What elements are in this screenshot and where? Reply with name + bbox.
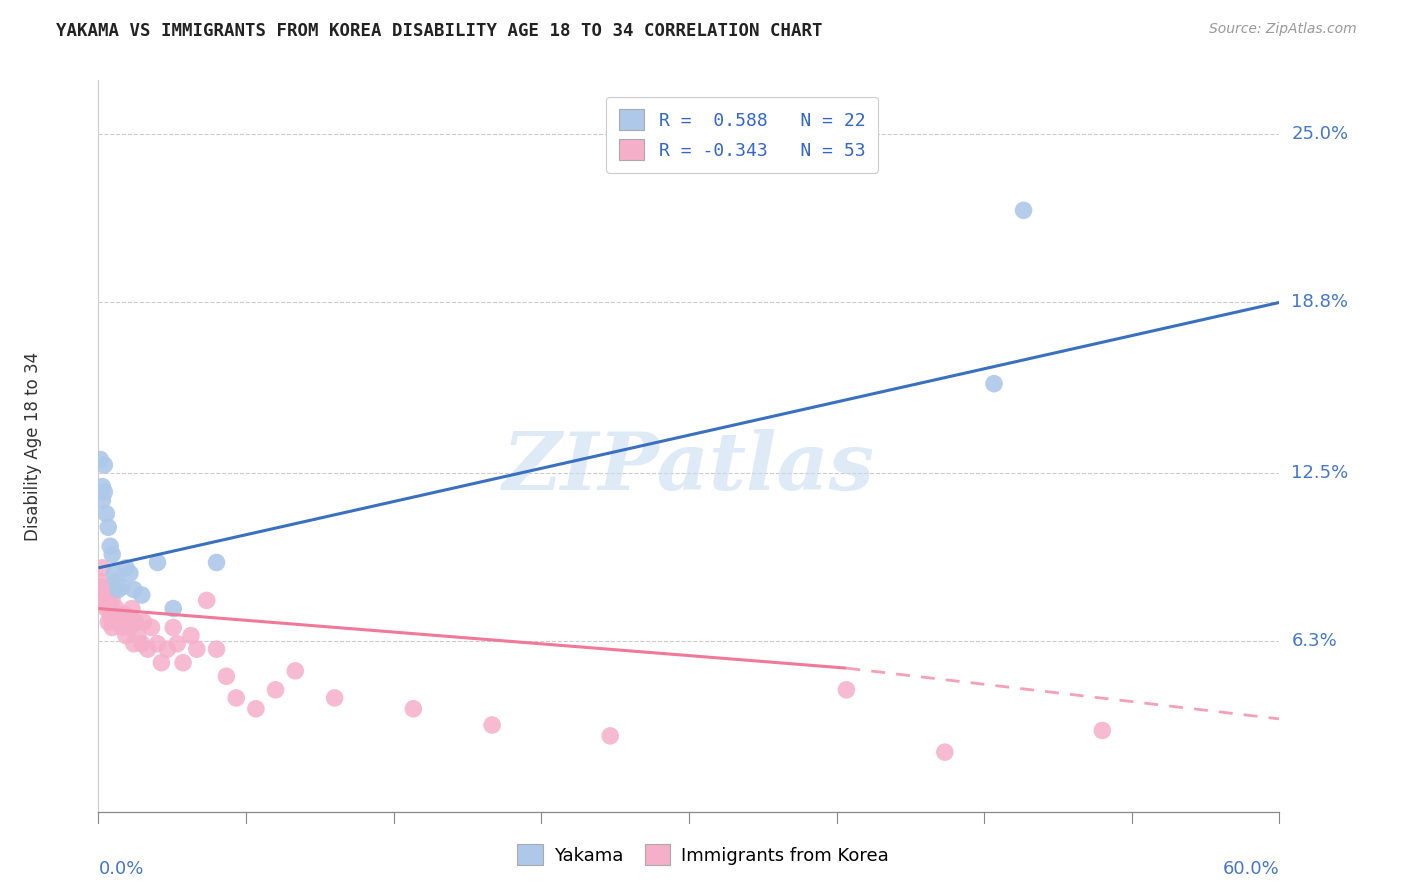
Text: ZIPatlas: ZIPatlas [503,429,875,507]
Point [983,376,1005,391]
Text: 12.5%: 12.5% [1291,464,1348,482]
Point [108,615,131,629]
Point [131,588,153,602]
Point [93,588,115,602]
Point [91,493,114,508]
Point [105,601,128,615]
Point [115,561,138,575]
Point [91,480,114,494]
Point [122,637,145,651]
Point [91,580,114,594]
Point [107,582,129,597]
Point [1012,203,1035,218]
Point [105,574,128,589]
Point [89,574,111,589]
Point [101,620,124,634]
Point [127,629,149,643]
Point [98,609,121,624]
Point [118,620,141,634]
Text: 6.3%: 6.3% [1291,632,1337,650]
Point [118,566,141,581]
Point [117,609,139,624]
Point [835,682,858,697]
Point [172,656,194,670]
Point [215,669,238,683]
Point [1091,723,1114,738]
Point [125,615,148,629]
Point [141,620,163,634]
Point [156,642,179,657]
Point [132,615,155,629]
Text: 0.0%: 0.0% [98,861,143,879]
Point [162,601,184,615]
Point [103,582,125,597]
Point [323,690,346,705]
Point [91,561,114,575]
Point [93,458,115,472]
Point [162,620,184,634]
Point [103,609,125,624]
Point [934,745,956,759]
Point [146,637,169,651]
Point [97,601,120,615]
Point [115,629,138,643]
Legend: R =  0.588   N = 22, R = -0.343   N = 53: R = 0.588 N = 22, R = -0.343 N = 53 [606,96,877,173]
Point [402,702,425,716]
Point [96,601,118,615]
Point [205,556,228,570]
Point [131,637,153,651]
Point [112,607,135,621]
Point [136,642,159,657]
Point [205,642,228,657]
Text: Disability Age 18 to 34: Disability Age 18 to 34 [24,351,42,541]
Point [101,593,124,607]
Point [98,539,121,553]
Point [180,629,202,643]
Point [195,593,218,607]
Point [103,566,125,581]
Point [481,718,503,732]
Point [101,547,124,561]
Point [98,588,121,602]
Point [93,485,115,500]
Legend: Yakama, Immigrants from Korea: Yakama, Immigrants from Korea [510,837,896,872]
Point [284,664,307,678]
Point [93,593,115,607]
Point [146,556,169,570]
Point [122,582,145,597]
Point [96,507,118,521]
Point [111,620,134,634]
Point [89,452,111,467]
Text: YAKAMA VS IMMIGRANTS FROM KOREA DISABILITY AGE 18 TO 34 CORRELATION CHART: YAKAMA VS IMMIGRANTS FROM KOREA DISABILI… [56,22,823,40]
Point [111,580,134,594]
Text: Source: ZipAtlas.com: Source: ZipAtlas.com [1209,22,1357,37]
Point [166,637,188,651]
Text: 60.0%: 60.0% [1223,861,1279,879]
Point [97,520,120,534]
Point [225,690,247,705]
Point [264,682,287,697]
Text: 25.0%: 25.0% [1291,126,1348,144]
Point [96,582,118,597]
Point [97,615,120,629]
Point [245,702,267,716]
Point [599,729,621,743]
Point [186,642,208,657]
Point [150,656,173,670]
Point [121,601,143,615]
Point [107,609,129,624]
Text: 18.8%: 18.8% [1291,293,1348,311]
